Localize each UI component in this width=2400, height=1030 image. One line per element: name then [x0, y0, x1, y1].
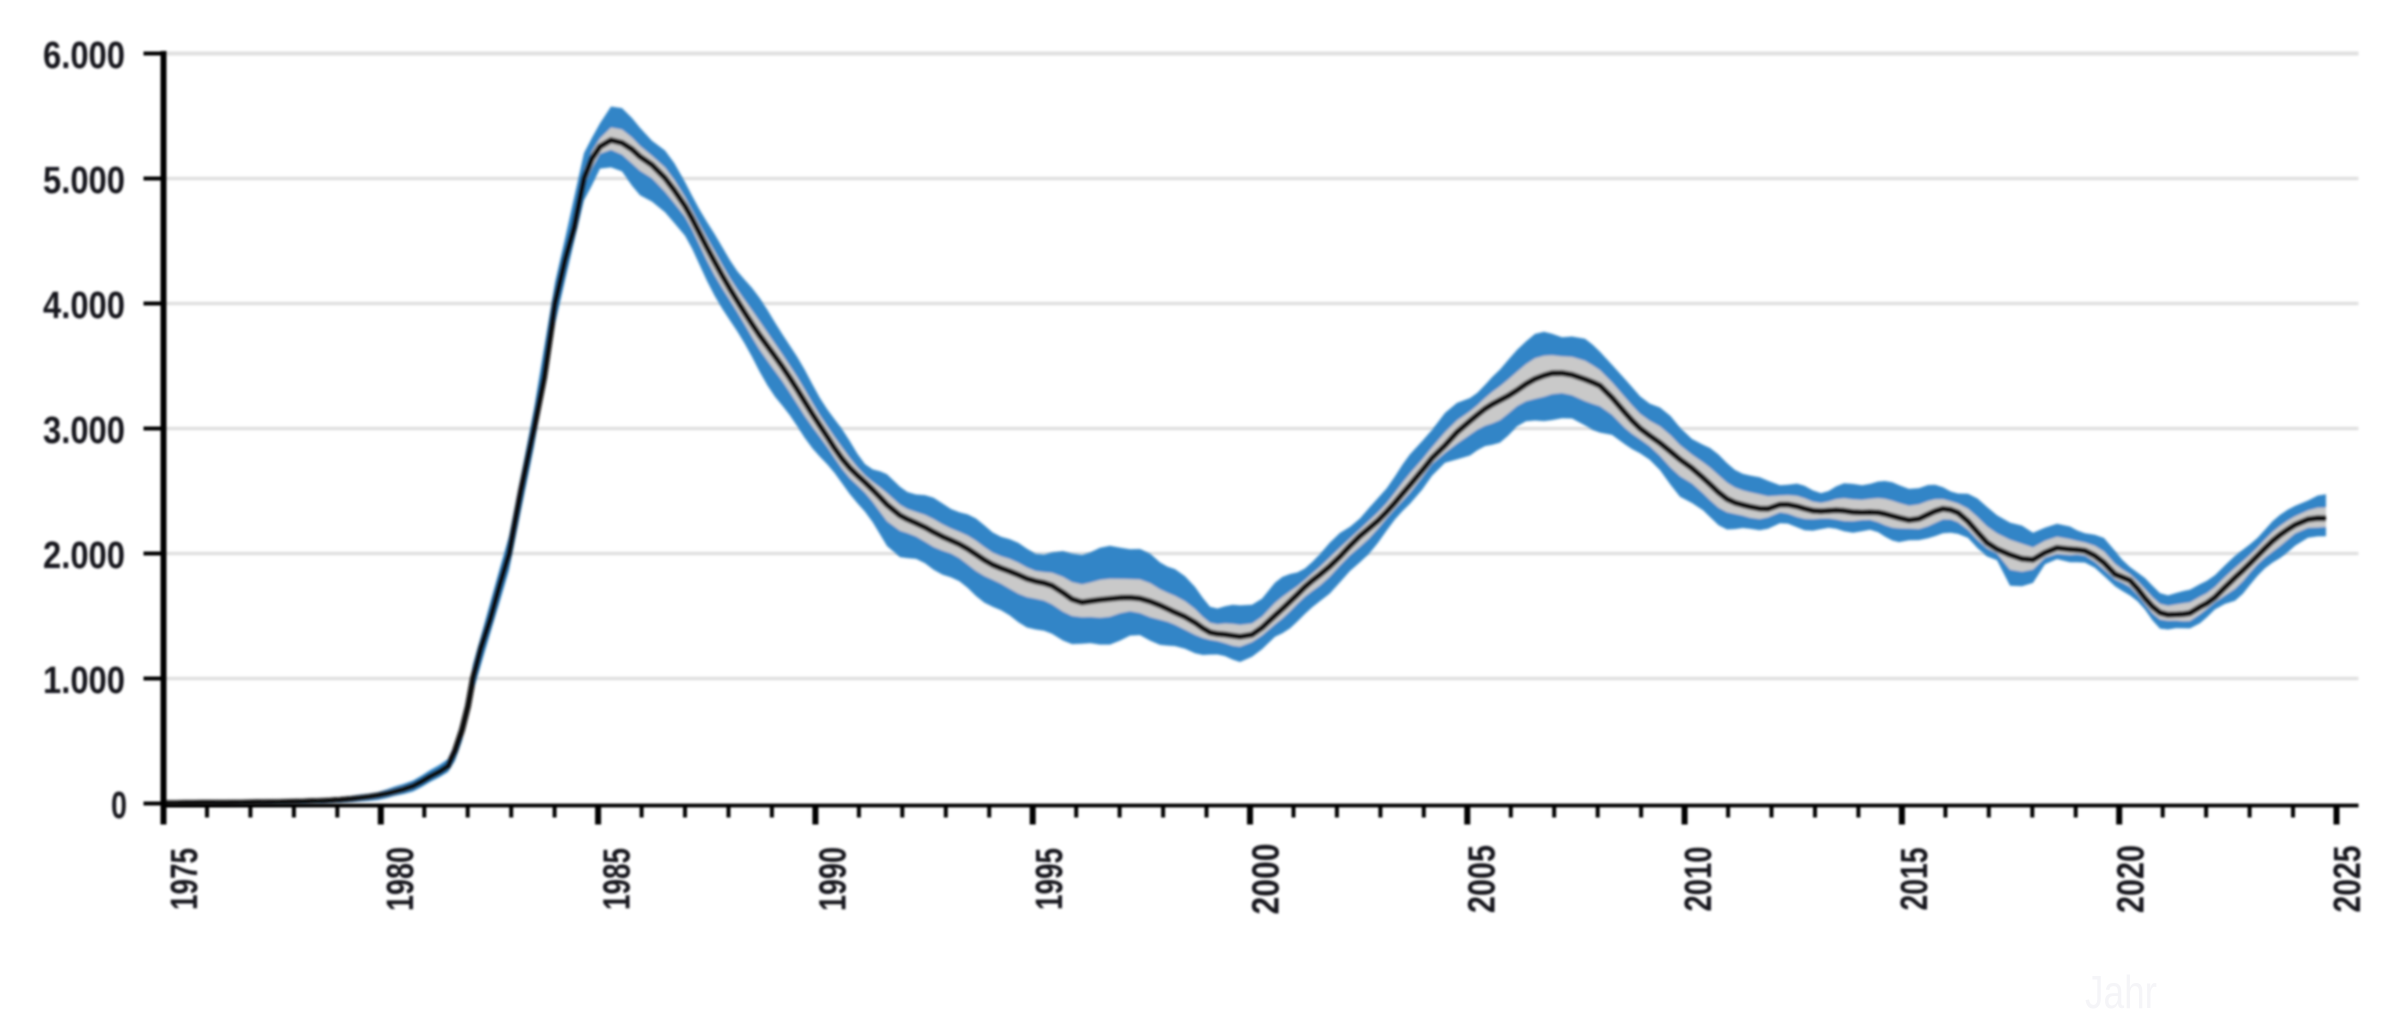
svg-text:2010: 2010 [1678, 847, 1720, 912]
svg-text:1985: 1985 [596, 848, 638, 910]
svg-text:2000: 2000 [1245, 844, 1287, 915]
svg-text:1990: 1990 [813, 847, 855, 911]
svg-text:Jahr: Jahr [2085, 966, 2157, 1018]
svg-text:1980: 1980 [380, 847, 422, 911]
svg-text:2015: 2015 [1894, 848, 1936, 911]
svg-text:5.000: 5.000 [43, 160, 125, 202]
svg-text:2020: 2020 [2111, 845, 2153, 913]
svg-text:6.000: 6.000 [43, 35, 125, 77]
svg-text:0: 0 [111, 785, 127, 827]
svg-text:1.000: 1.000 [43, 660, 125, 702]
svg-text:4.000: 4.000 [43, 285, 125, 327]
svg-text:1975: 1975 [164, 848, 206, 910]
svg-text:3.000: 3.000 [43, 410, 125, 452]
svg-text:1995: 1995 [1029, 848, 1071, 910]
svg-text:2005: 2005 [1462, 845, 1504, 913]
svg-text:2.000: 2.000 [43, 535, 125, 577]
svg-text:2025: 2025 [2327, 846, 2369, 913]
